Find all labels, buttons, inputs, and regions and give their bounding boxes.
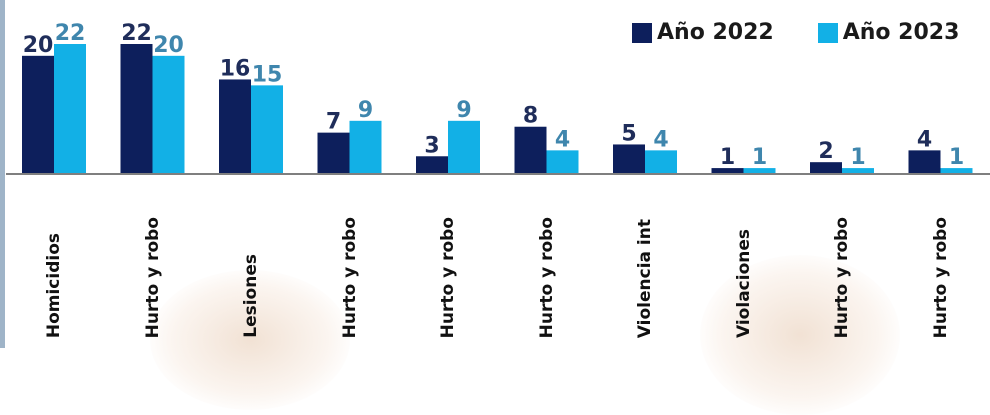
data-label-2023-5: 9 <box>456 98 471 123</box>
bar-2022-7 <box>613 144 645 174</box>
data-label-2023-7: 4 <box>653 127 668 152</box>
data-label-2022-4: 7 <box>326 110 341 135</box>
category-label-text: Hurto y robo <box>142 216 163 338</box>
data-label-2023-4: 9 <box>358 98 373 123</box>
category-label-4: Hurto y robo <box>335 198 365 338</box>
chart-left-border <box>0 0 5 348</box>
data-label-2022-7: 5 <box>621 121 636 146</box>
data-label-2023-9: 1 <box>850 145 865 170</box>
legend-item-2023: Año 2023 <box>817 20 960 45</box>
bar-2023-6 <box>546 150 579 174</box>
legend-swatch-2023 <box>817 22 838 43</box>
data-label-2022-2: 22 <box>121 21 152 46</box>
data-label-2023-1: 22 <box>55 21 86 46</box>
bar-2022-9 <box>810 162 842 174</box>
category-label-1: Homicidios <box>39 198 69 338</box>
bar-2022-3 <box>219 79 251 174</box>
bar-2022-10 <box>908 150 941 174</box>
category-label-text: Hurto y robo <box>930 216 951 338</box>
bar-2022-8 <box>711 168 744 174</box>
data-label-2023-10: 1 <box>949 145 964 170</box>
category-label-text: Hurto y robo <box>438 216 458 338</box>
bar-2023-1 <box>54 44 86 174</box>
category-label-8: Violaciones <box>729 198 759 338</box>
bar-2023-4 <box>349 120 382 174</box>
category-label-text: Lesiones <box>241 254 261 338</box>
category-label-text: Hurto y robo <box>832 216 852 338</box>
data-label-2022-5: 3 <box>424 133 439 158</box>
bar-2022-4 <box>317 132 350 174</box>
category-label-text: Hurto y robo <box>536 216 557 338</box>
bar-2023-7 <box>645 150 677 174</box>
data-label-2022-6: 8 <box>523 104 538 129</box>
category-label-text: Hurto y robo <box>339 216 360 338</box>
data-label-2023-6: 4 <box>555 127 570 152</box>
category-label-9: Hurto y robo <box>827 198 857 338</box>
category-label-2: Hurto y robo <box>138 198 168 338</box>
category-label-10: Hurto y robo <box>926 198 956 338</box>
bar-2023-3 <box>251 85 283 174</box>
bar-2023-5 <box>448 120 480 174</box>
bar-2023-8 <box>743 168 776 174</box>
data-label-2022-9: 2 <box>818 139 833 164</box>
bar-2022-6 <box>514 126 547 174</box>
data-label-2022-8: 1 <box>720 145 735 170</box>
bar-2022-1 <box>22 55 54 175</box>
legend-label-2023: Año 2023 <box>842 20 960 45</box>
bar-2023-2 <box>152 55 185 175</box>
legend-swatch-2022 <box>632 22 652 43</box>
category-label-3: Lesiones <box>236 198 266 338</box>
bar-2022-2 <box>120 44 153 174</box>
data-label-2022-1: 20 <box>23 33 54 58</box>
legend-item-2022: Año 2022 <box>632 20 774 45</box>
category-label-text: Homicidios <box>44 232 64 338</box>
category-label-7: Violencia int <box>630 198 660 338</box>
category-label-text: Violaciones <box>733 229 754 338</box>
bar-2023-9 <box>842 168 874 174</box>
category-label-6: Hurto y robo <box>532 198 562 338</box>
data-label-2023-2: 20 <box>153 33 184 58</box>
data-label-2022-3: 16 <box>220 56 251 81</box>
category-label-5: Hurto y robo <box>433 198 463 338</box>
legend-label-2022: Año 2022 <box>657 20 774 45</box>
category-label-text: Violencia int <box>635 218 655 338</box>
legend: Año 2022 Año 2023 <box>632 20 959 45</box>
data-label-2022-10: 4 <box>917 127 932 152</box>
bar-2023-10 <box>940 168 973 174</box>
data-label-2023-3: 15 <box>252 62 283 87</box>
bar-2022-5 <box>416 156 448 174</box>
data-label-2023-8: 1 <box>752 145 767 170</box>
